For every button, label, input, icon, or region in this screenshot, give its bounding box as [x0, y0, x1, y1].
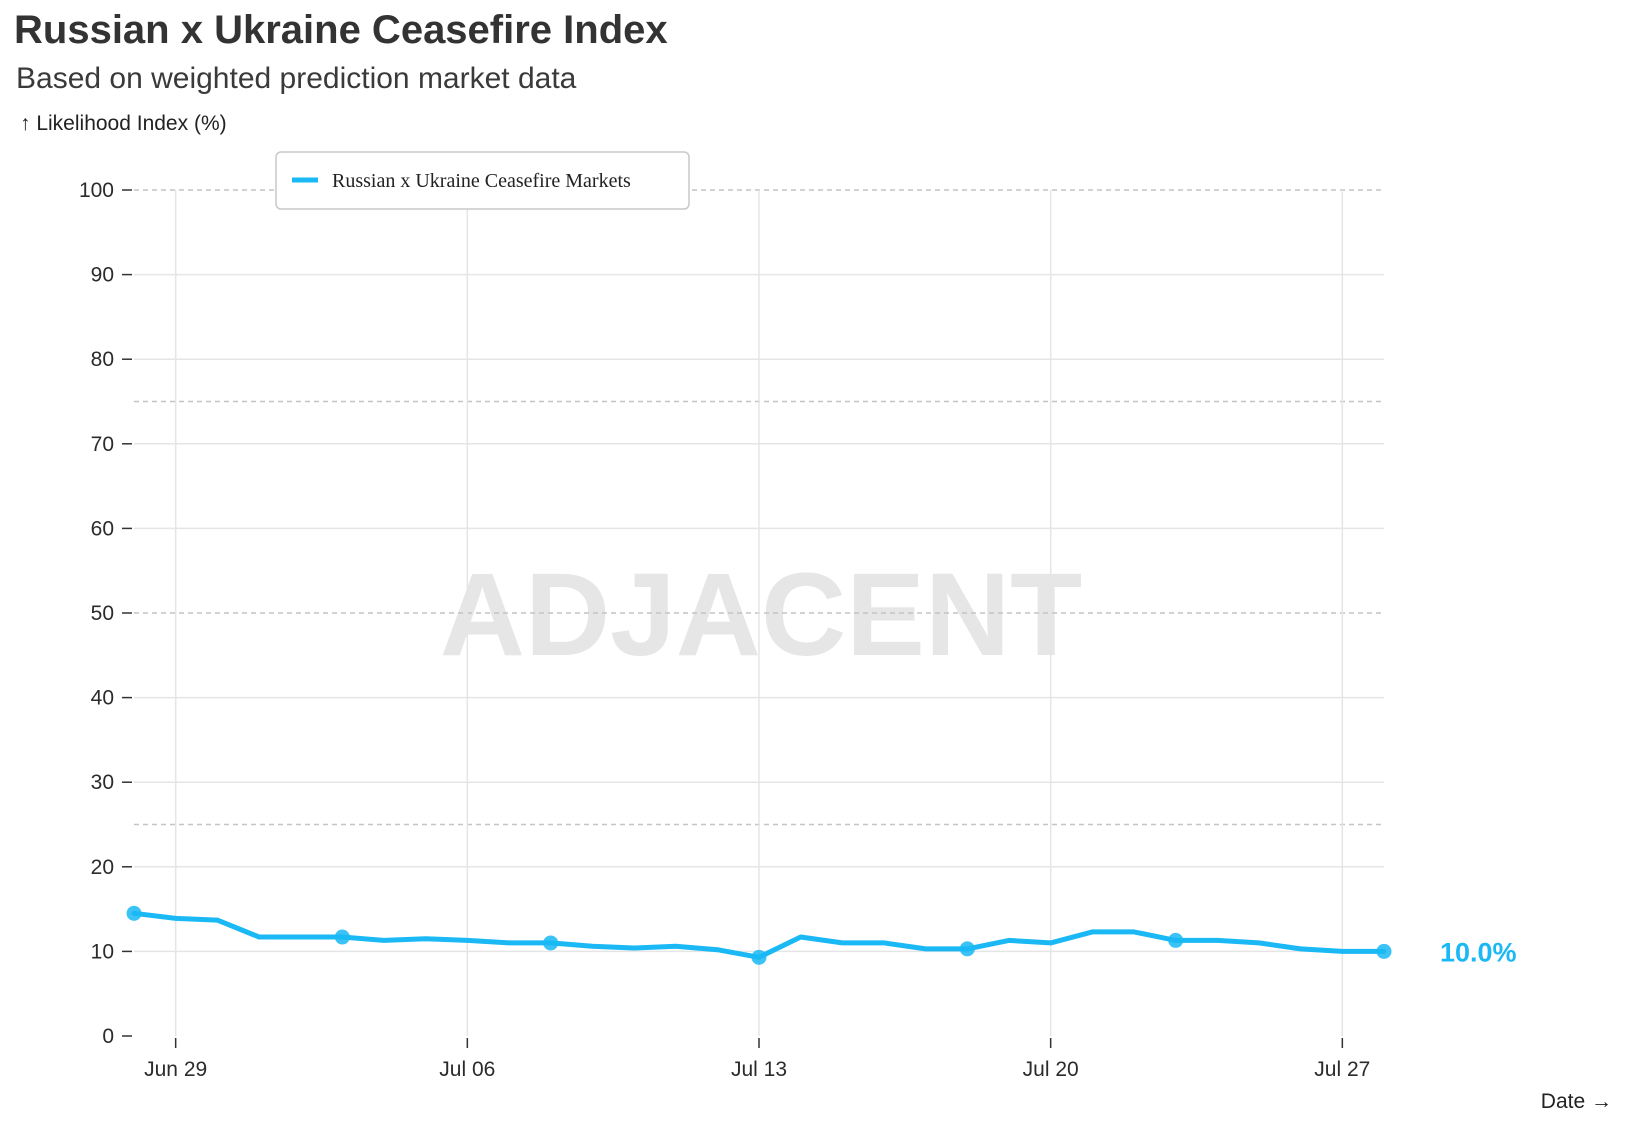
y-tick-label: 20 [91, 856, 114, 879]
y-tick-label: 0 [102, 1025, 114, 1048]
y-tick-label: 40 [91, 687, 114, 710]
data-point [959, 941, 975, 957]
data-point [751, 949, 767, 965]
y-axis-label: ↑ Likelihood Index (%) [20, 112, 227, 135]
x-tick-label: Jul 06 [439, 1058, 495, 1081]
last-value-label: 10.0% [1440, 937, 1517, 967]
y-tick-label: 70 [91, 433, 114, 456]
series-layer: 10.0% [126, 905, 1517, 967]
x-tick-label: Jul 20 [1023, 1058, 1079, 1081]
y-tick-label: 30 [91, 771, 114, 794]
grid-layer [134, 189, 1384, 1036]
x-axis-label: Date → [1540, 1090, 1612, 1113]
y-tick-label: 100 [79, 179, 114, 202]
x-tick-label: Jul 27 [1314, 1058, 1370, 1081]
data-point [334, 929, 350, 945]
y-tick-label: 90 [91, 264, 114, 287]
data-point [126, 905, 142, 921]
y-tick-label: 60 [91, 517, 114, 540]
watermark-layer: ADJACENT [440, 549, 1083, 681]
data-point [1168, 932, 1184, 948]
y-tick-label: 50 [91, 602, 114, 625]
chart-title: Russian x Ukraine Ceasefire Index [14, 8, 668, 52]
chart-subtitle: Based on weighted prediction market data [16, 62, 577, 95]
x-tick-label: Jul 13 [731, 1058, 787, 1081]
legend-box [275, 151, 690, 210]
legend: Russian x Ukraine Ceasefire Markets [275, 151, 690, 210]
watermark-text: ADJACENT [440, 549, 1083, 681]
data-point [543, 935, 559, 951]
axis-layer: 0 10 20 30 40 50 60 70 80 90 100 Jun 29 Jul 06 Jul 13… [79, 179, 1370, 1081]
legend-label: Russian x Ukraine Ceasefire Markets [332, 170, 631, 192]
x-tick-label: Jun 29 [144, 1058, 207, 1081]
y-tick-label: 80 [91, 348, 114, 371]
data-point [1376, 943, 1392, 959]
y-tick-label: 10 [91, 940, 114, 963]
